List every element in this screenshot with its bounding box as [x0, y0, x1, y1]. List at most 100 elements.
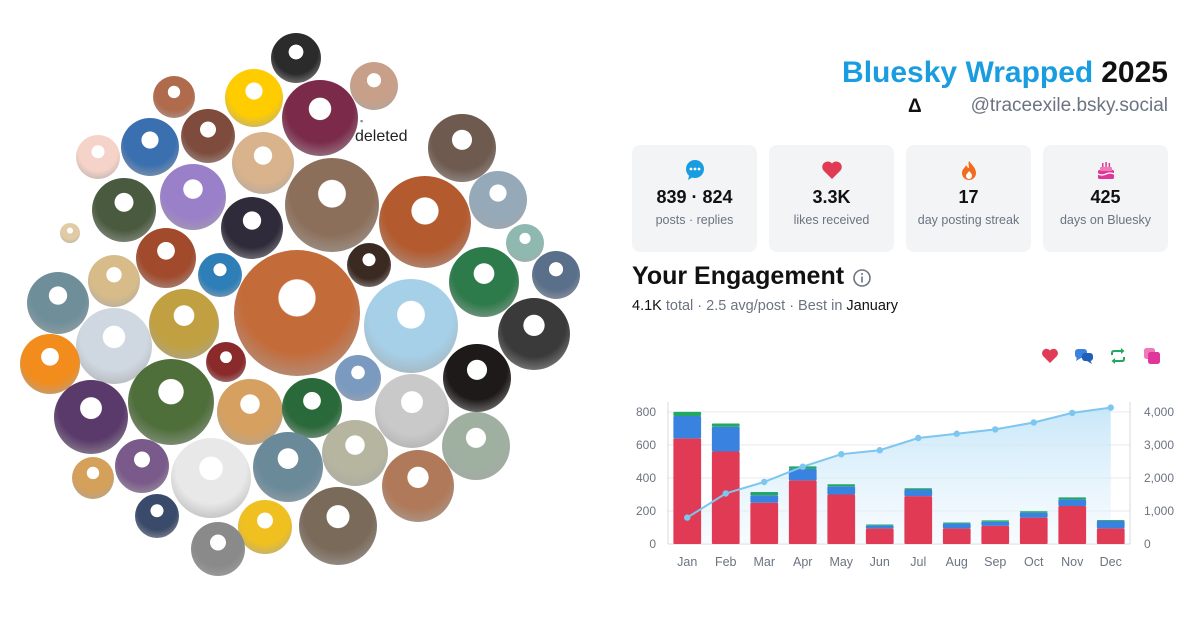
- avatar-14[interactable]: [379, 176, 471, 268]
- bar-reposts: [750, 491, 779, 496]
- x-tick-label: Sep: [984, 555, 1006, 569]
- bar-likes: [673, 438, 702, 544]
- avatar-32[interactable]: [335, 355, 381, 401]
- avatar-6[interactable]: [76, 135, 120, 179]
- bar-likes: [904, 496, 933, 544]
- y-right-tick-label: 0: [1144, 537, 1151, 551]
- bar-replies: [981, 521, 1010, 526]
- speech-bubble-icon: [632, 159, 757, 181]
- avatar-8[interactable]: [181, 109, 235, 163]
- avatar-42[interactable]: [171, 438, 251, 518]
- avatar-41[interactable]: [322, 420, 388, 486]
- bar-replies: [673, 416, 702, 439]
- bar-likes: [1058, 506, 1087, 544]
- bar-likes: [865, 528, 894, 544]
- y-right-tick-label: 1,000: [1144, 504, 1174, 518]
- avatar-19[interactable]: [136, 228, 196, 288]
- bar-likes: [981, 525, 1010, 544]
- bar-likes: [1096, 528, 1125, 544]
- cumulative-point: [876, 447, 883, 454]
- bar-replies: [1019, 512, 1048, 518]
- bar-reposts: [1019, 511, 1048, 513]
- y-left-tick-label: 400: [636, 471, 656, 485]
- stat-value: 839 · 824: [656, 187, 733, 207]
- avatar-13[interactable]: [285, 158, 379, 252]
- avatar-25[interactable]: [27, 272, 89, 334]
- x-tick-label: Jul: [910, 555, 926, 569]
- avatar-20[interactable]: [60, 223, 80, 243]
- bar-reposts: [981, 520, 1010, 522]
- avatar-2[interactable]: [225, 69, 283, 127]
- y-right-tick-label: 2,000: [1144, 471, 1174, 485]
- bar-likes: [1019, 517, 1048, 544]
- avatar-43[interactable]: [115, 439, 169, 493]
- bar-likes: [711, 451, 740, 544]
- avatar-26[interactable]: [234, 250, 360, 376]
- bar-likes: [788, 480, 817, 544]
- avatar-5[interactable]: [350, 62, 398, 110]
- avatar-1[interactable]: [271, 33, 321, 83]
- bar-replies: [904, 489, 933, 497]
- cumulative-point: [761, 478, 768, 486]
- avatar-21[interactable]: [88, 255, 140, 307]
- avatar-38[interactable]: [375, 374, 449, 448]
- bar-replies: [1058, 499, 1087, 507]
- avatar-34[interactable]: [443, 344, 511, 412]
- avatar-50[interactable]: [191, 522, 245, 576]
- x-tick-label: Mar: [753, 555, 775, 569]
- avatar-28[interactable]: [149, 289, 219, 359]
- bar-replies: [750, 495, 779, 503]
- avatar-46[interactable]: [72, 457, 114, 499]
- avatar-7[interactable]: [121, 118, 179, 176]
- cumulative-point: [684, 514, 691, 521]
- avatar-9[interactable]: [428, 114, 496, 182]
- avatar-3[interactable]: [282, 80, 358, 156]
- avatar-36[interactable]: [217, 379, 283, 445]
- engagement-best-month: January: [846, 298, 899, 314]
- avatar-12[interactable]: [160, 164, 226, 230]
- avatar-44[interactable]: [253, 432, 323, 502]
- x-tick-label: Dec: [1100, 555, 1122, 569]
- bar-reposts: [904, 488, 933, 490]
- bar-replies: [788, 468, 817, 481]
- avatar-16[interactable]: [221, 197, 283, 259]
- avatar-24[interactable]: [449, 247, 519, 317]
- avatar-11[interactable]: [92, 178, 156, 242]
- x-tick-label: Nov: [1061, 555, 1084, 569]
- avatar-17[interactable]: [506, 224, 544, 262]
- quotes-toggle-quote-icon[interactable]: [1143, 347, 1161, 370]
- avatar-22[interactable]: [198, 253, 242, 297]
- info-icon[interactable]: [852, 268, 872, 293]
- reposts-toggle-repost-icon[interactable]: [1109, 347, 1127, 370]
- y-right-tick-label: 4,000: [1144, 405, 1174, 419]
- avatar-18[interactable]: [347, 243, 391, 287]
- bar-reposts: [1058, 497, 1087, 500]
- x-tick-label: Feb: [715, 555, 737, 569]
- avatar-48[interactable]: [238, 500, 292, 554]
- avatar-10[interactable]: [232, 132, 294, 194]
- avatar-40[interactable]: [442, 412, 510, 480]
- avatar-27[interactable]: [364, 279, 458, 373]
- replies-toggle-reply-icon[interactable]: [1074, 347, 1094, 370]
- avatar-15[interactable]: [469, 171, 527, 229]
- avatar-49[interactable]: [299, 487, 377, 565]
- deleted-avatar-label: deleted: [355, 128, 408, 145]
- y-left-tick-label: 200: [636, 504, 656, 518]
- cumulative-point: [953, 430, 960, 437]
- avatar-45[interactable]: [382, 450, 454, 522]
- likes-toggle-heart-icon[interactable]: [1041, 347, 1059, 370]
- bar-reposts: [711, 423, 740, 427]
- avatar-47[interactable]: [135, 494, 179, 538]
- bar-reposts: [673, 411, 702, 417]
- user-handle[interactable]: @traceexile.bsky.social: [970, 95, 1168, 116]
- avatar-39[interactable]: [54, 380, 128, 454]
- avatar-33[interactable]: [20, 334, 80, 394]
- bar-likes: [827, 494, 856, 544]
- avatar-35[interactable]: [128, 359, 214, 445]
- avatar-29[interactable]: [498, 298, 570, 370]
- avatar-4[interactable]: [153, 76, 195, 118]
- bar-likes: [750, 502, 779, 544]
- avatar-31[interactable]: [206, 342, 246, 382]
- broken-image-icon: ▪: [360, 116, 364, 126]
- avatar-23[interactable]: [532, 251, 580, 299]
